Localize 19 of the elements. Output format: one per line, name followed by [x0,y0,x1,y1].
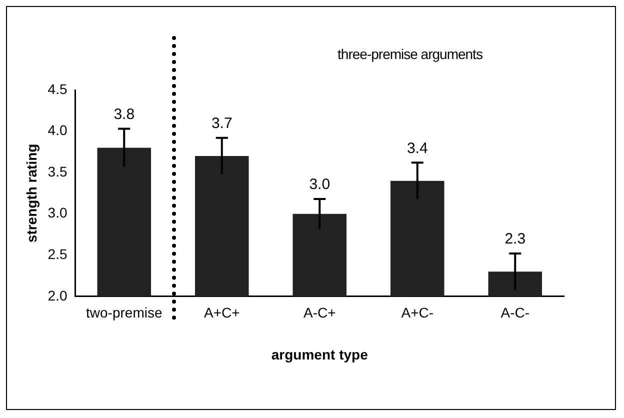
y-axis-title: strength rating [23,144,40,243]
data-label: 3.4 [406,140,428,157]
x-tick-label: A-C- [500,304,530,321]
data-label: 3.0 [309,176,330,194]
data-label: 3.8 [114,106,135,123]
y-tick-label: 3.5 [48,163,68,180]
data-label: 2.3 [504,230,526,248]
x-axis-title: argument type [271,346,368,362]
x-tick-label: A-C+ [303,304,336,321]
x-tick-label: A+C+ [204,304,240,321]
y-tick-label: 3.0 [48,204,68,221]
y-tick-label: 2.0 [48,287,68,304]
x-tick-label: A+C- [401,304,434,321]
y-tick-label: 4.0 [48,122,68,138]
data-label: 3.7 [211,115,232,132]
text: three-premise arguments [336,46,484,62]
y-tick-label: 2.5 [48,246,68,262]
y-tick-label: 4.5 [48,80,68,97]
x-tick-label: two-premise [86,304,162,321]
